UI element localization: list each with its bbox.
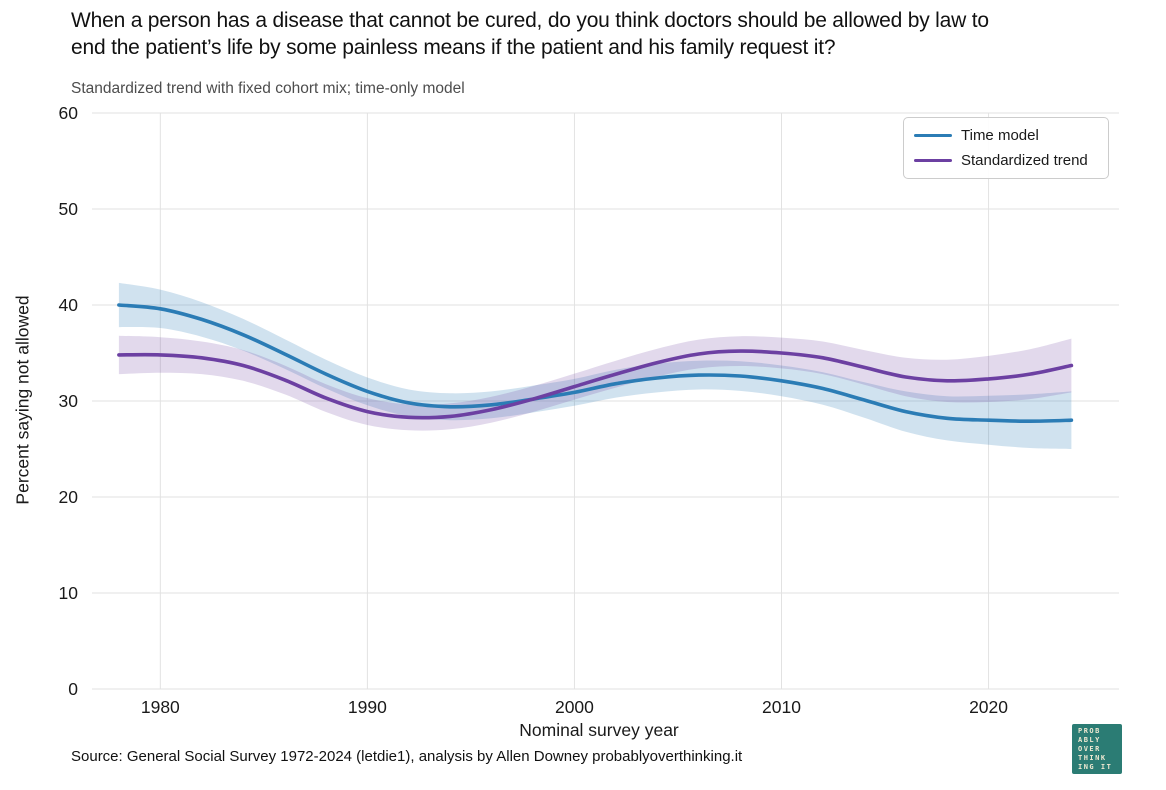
probablyoverthinking-logo: PROB ABLY OVER THINK ING IT: [1072, 724, 1122, 774]
chart-title-line1: When a person has a disease that cannot …: [71, 9, 989, 32]
legend: Time model Standardized trend: [903, 117, 1109, 179]
x-tick-label: 2010: [762, 697, 801, 717]
y-tick-label: 10: [59, 583, 79, 603]
y-tick-label: 30: [59, 391, 79, 411]
legend-item-time-model: Time model: [914, 127, 1098, 144]
y-tick-label: 60: [59, 103, 79, 123]
y-tick-label: 20: [59, 487, 79, 507]
logo-text: THINK: [1078, 753, 1107, 762]
x-tick-label: 1980: [141, 697, 180, 717]
logo-text: ABLY: [1078, 735, 1101, 744]
y-axis-label: Percent saying not allowed: [12, 295, 33, 505]
chart-title: When a person has a disease that cannot …: [71, 8, 989, 61]
y-tick-label: 40: [59, 295, 79, 315]
logo-text: PROB: [1078, 726, 1101, 735]
legend-swatch: [914, 158, 952, 163]
logo-text: OVER: [1078, 744, 1101, 753]
legend-item-standardized-trend: Standardized trend: [914, 152, 1098, 169]
y-tick-label: 50: [59, 199, 79, 219]
x-tick-label: 2020: [969, 697, 1008, 717]
x-tick-label: 1990: [348, 697, 387, 717]
x-axis-label: Nominal survey year: [519, 720, 679, 740]
x-tick-label: 2000: [555, 697, 594, 717]
band-time-model: [118, 282, 1072, 449]
chart-title-line2: end the patient’s life by some painless …: [71, 35, 836, 59]
legend-label: Time model: [961, 127, 1039, 144]
chart-subtitle: Standardized trend with fixed cohort mix…: [71, 80, 465, 97]
legend-swatch: [914, 133, 952, 138]
line-time-model: [117, 303, 1074, 423]
line-standardized-trend: [117, 349, 1074, 420]
logo-text: ING IT: [1078, 762, 1113, 771]
y-tick-label: 0: [68, 679, 78, 699]
legend-label: Standardized trend: [961, 152, 1088, 169]
source-credit: Source: General Social Survey 1972-2024 …: [71, 748, 743, 765]
